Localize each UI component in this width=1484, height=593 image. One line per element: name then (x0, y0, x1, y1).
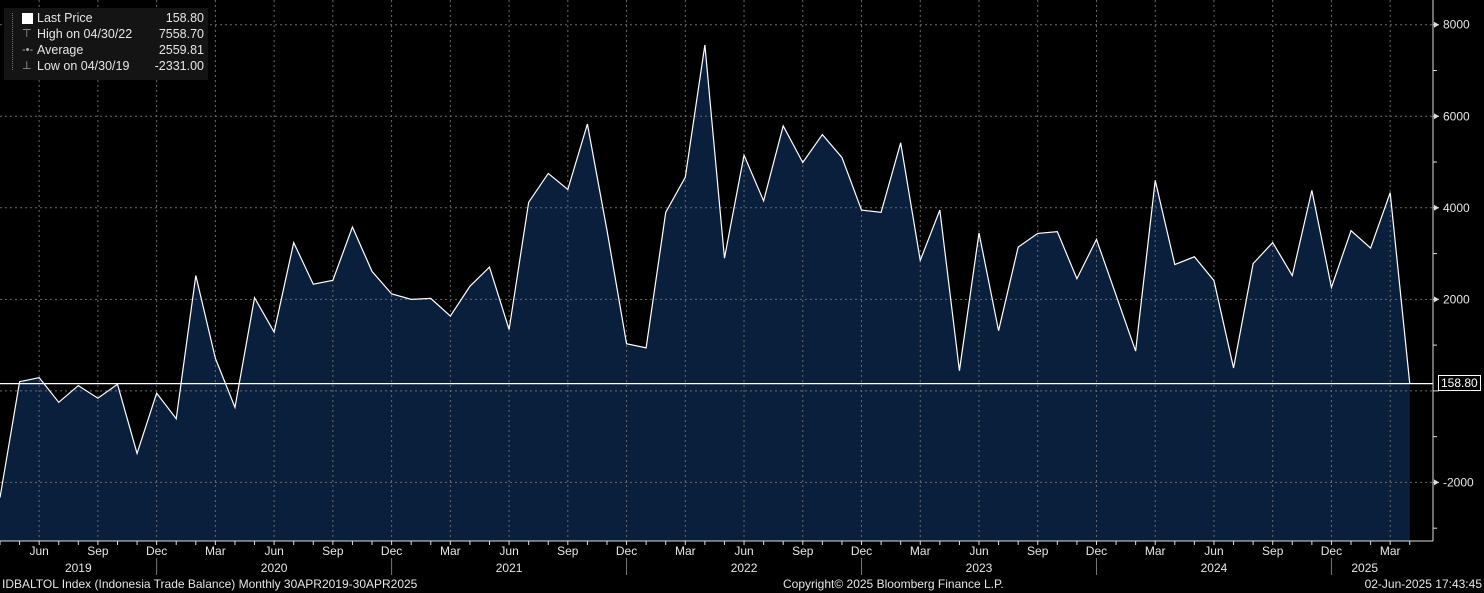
legend-value: -2331.00 (154, 59, 204, 73)
legend-value: 158.80 (165, 11, 204, 25)
x-tick-label: Jun (264, 544, 283, 558)
average-marker-icon: -•- (22, 44, 34, 56)
x-tick-label: Sep (1262, 544, 1284, 558)
x-tick-label: Dec (146, 544, 167, 558)
x-tick-label: Mar (205, 544, 226, 558)
x-tick-label: Jun (29, 544, 48, 558)
x-tick-label: Dec (616, 544, 637, 558)
x-tick-label: Sep (87, 544, 109, 558)
year-label: 2025 (1351, 561, 1378, 575)
x-tick-label: Mar (440, 544, 461, 558)
x-tick-label: Mar (675, 544, 696, 558)
y-tick-arrow (1434, 479, 1439, 486)
x-tick-label: Jun (969, 544, 988, 558)
year-label: 2022 (731, 561, 758, 575)
legend-label: High on 04/30/22 (37, 27, 133, 41)
x-tick-label: Sep (322, 544, 344, 558)
y-tick-label: -2000 (1443, 475, 1474, 489)
legend-label: Average (37, 43, 84, 57)
y-tick-label: 8000 (1443, 18, 1470, 32)
x-tick-label: Jun (734, 544, 753, 558)
low-marker-icon: ⊥ (22, 60, 32, 72)
year-label: 2020 (261, 561, 288, 575)
x-tick-label: Sep (557, 544, 579, 558)
legend: Last Price 158.80 ⊤ High on 04/30/22 755… (4, 8, 208, 80)
x-tick-label: Sep (1027, 544, 1049, 558)
x-tick-label: Dec (381, 544, 402, 558)
x-tick-label: Sep (792, 544, 814, 558)
year-label: 2024 (1201, 561, 1228, 575)
year-label: 2021 (496, 561, 523, 575)
legend-label: Last Price (37, 11, 93, 25)
area-fill (0, 44, 1410, 541)
y-tick-arrow (1434, 204, 1439, 211)
white-square-icon (22, 13, 33, 24)
footer-security-description: IDBALTOL Index (Indonesia Trade Balance)… (2, 577, 418, 591)
legend-value: 7558.70 (158, 27, 204, 41)
y-tick-arrow (1434, 21, 1439, 28)
x-tick-label: Jun (1204, 544, 1223, 558)
x-tick-label: Mar (1380, 544, 1401, 558)
legend-item-low[interactable]: ⊥ Low on 04/30/19 -2331.00 (4, 59, 204, 75)
legend-value: 2559.81 (158, 43, 204, 57)
legend-item-average[interactable]: -•- Average 2559.81 (4, 43, 204, 59)
legend-tree-line (12, 13, 14, 70)
y-tick-arrow (1434, 296, 1439, 303)
year-label: 2019 (65, 561, 92, 575)
legend-label: Low on 04/30/19 (37, 59, 130, 73)
x-tick-label: Mar (910, 544, 931, 558)
x-tick-label: Dec (1321, 544, 1342, 558)
legend-item-high[interactable]: ⊤ High on 04/30/22 7558.70 (4, 27, 204, 43)
y-tick-arrow (1434, 113, 1439, 120)
year-label: 2023 (966, 561, 993, 575)
y-tick-label: 2000 (1443, 292, 1470, 306)
footer-timestamp: 02-Jun-2025 17:43:45 (1364, 577, 1482, 591)
footer-copyright: Copyright© 2025 Bloomberg Finance L.P. (783, 577, 1004, 591)
legend-item-last-price[interactable]: Last Price 158.80 (4, 11, 204, 27)
last-price-tag: 158.80 (1438, 375, 1481, 391)
y-tick-label: 6000 (1443, 109, 1470, 123)
high-marker-icon: ⊤ (22, 28, 32, 40)
x-tick-label: Dec (851, 544, 872, 558)
x-tick-label: Dec (1086, 544, 1107, 558)
x-tick-label: Mar (1145, 544, 1166, 558)
x-tick-label: Jun (499, 544, 518, 558)
y-tick-label: 4000 (1443, 201, 1470, 215)
